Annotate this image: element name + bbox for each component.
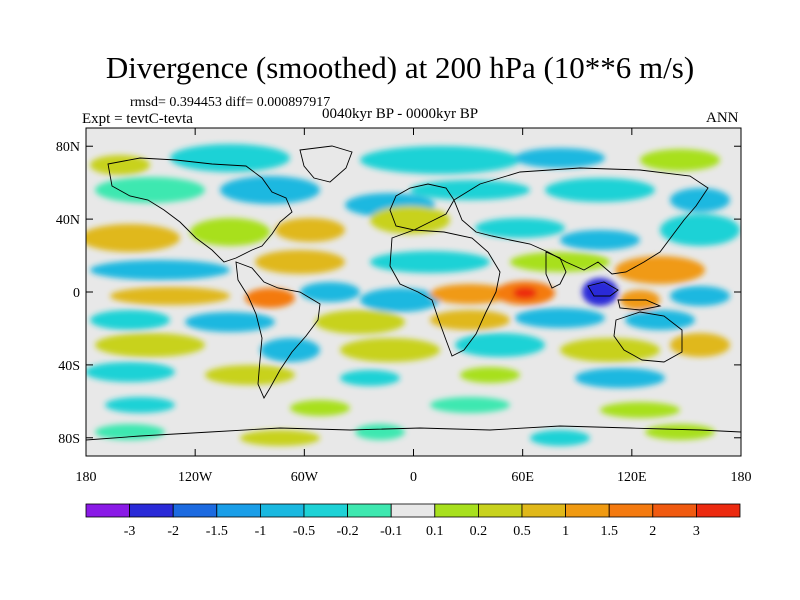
colorbar-swatch	[216, 503, 261, 518]
colorbar-swatch	[565, 503, 610, 518]
y-tick-label: 80N	[56, 140, 80, 155]
colorbar-swatch	[259, 503, 305, 518]
x-tick-label: 120W	[178, 470, 213, 485]
season-label: ANN	[706, 110, 739, 126]
colorbar-swatch	[347, 503, 392, 518]
colorbar-label: -0.5	[293, 524, 315, 539]
colorbar-swatch	[85, 503, 130, 518]
colorbar-label: -1	[255, 524, 267, 539]
chart-title: Divergence (smoothed) at 200 hPa (10**6 …	[105, 50, 695, 85]
colorbar-swatch	[129, 503, 174, 518]
colorbar-label: -0.2	[337, 524, 359, 539]
coastline-overlay	[86, 145, 741, 441]
x-tick-label: 180	[76, 470, 97, 485]
colorbar-swatch	[303, 503, 348, 518]
period-label: 0040kyr BP - 0000kyr BP	[322, 106, 479, 122]
colorbar-label: -1.5	[206, 524, 228, 539]
colorbar-label: 0.2	[470, 524, 488, 539]
y-axis: 80N 40N 0 40S 80S	[56, 140, 741, 447]
divergence-field	[86, 128, 741, 456]
colorbar-swatch	[390, 503, 436, 518]
x-tick-label: 60W	[291, 470, 319, 485]
y-tick-label: 0	[73, 286, 80, 301]
colorbar-swatch	[434, 503, 479, 518]
x-axis: 180 120W 60W 0 60E 120E 180	[76, 128, 752, 485]
colorbar-swatch	[172, 503, 218, 518]
y-tick-label: 40S	[58, 359, 80, 374]
colorbar-swatch	[521, 503, 566, 518]
x-tick-label: 60E	[511, 470, 534, 485]
colorbar-swatch	[608, 503, 654, 518]
x-tick-label: 0	[410, 470, 417, 485]
colorbar-label: -2	[167, 524, 179, 539]
colorbar-label: 1	[562, 524, 569, 539]
x-tick-label: 180	[731, 470, 752, 485]
colorbar: -3 -2 -1.5 -1 -0.5 -0.2 -0.1 0.1 0.2 0.5 1 1.5 2 3	[85, 503, 741, 539]
y-tick-label: 80S	[58, 432, 80, 447]
colorbar-label: -0.1	[380, 524, 402, 539]
colorbar-label: 0.5	[513, 524, 531, 539]
x-tick-label: 120E	[617, 470, 647, 485]
y-tick-label: 40N	[56, 213, 80, 228]
colorbar-swatch	[477, 503, 523, 518]
rmsd-diff-stats: rmsd= 0.394453 diff= 0.000897917	[130, 95, 331, 110]
colorbar-swatch	[652, 503, 697, 518]
colorbar-swatch	[696, 503, 741, 518]
colorbar-label: 0.1	[426, 524, 444, 539]
colorbar-label: 3	[693, 524, 700, 539]
colorbar-label: -3	[124, 524, 136, 539]
colorbar-label: 1.5	[600, 524, 618, 539]
experiment-label: Expt = tevtC-tevta	[82, 111, 193, 127]
colorbar-label: 2	[649, 524, 656, 539]
